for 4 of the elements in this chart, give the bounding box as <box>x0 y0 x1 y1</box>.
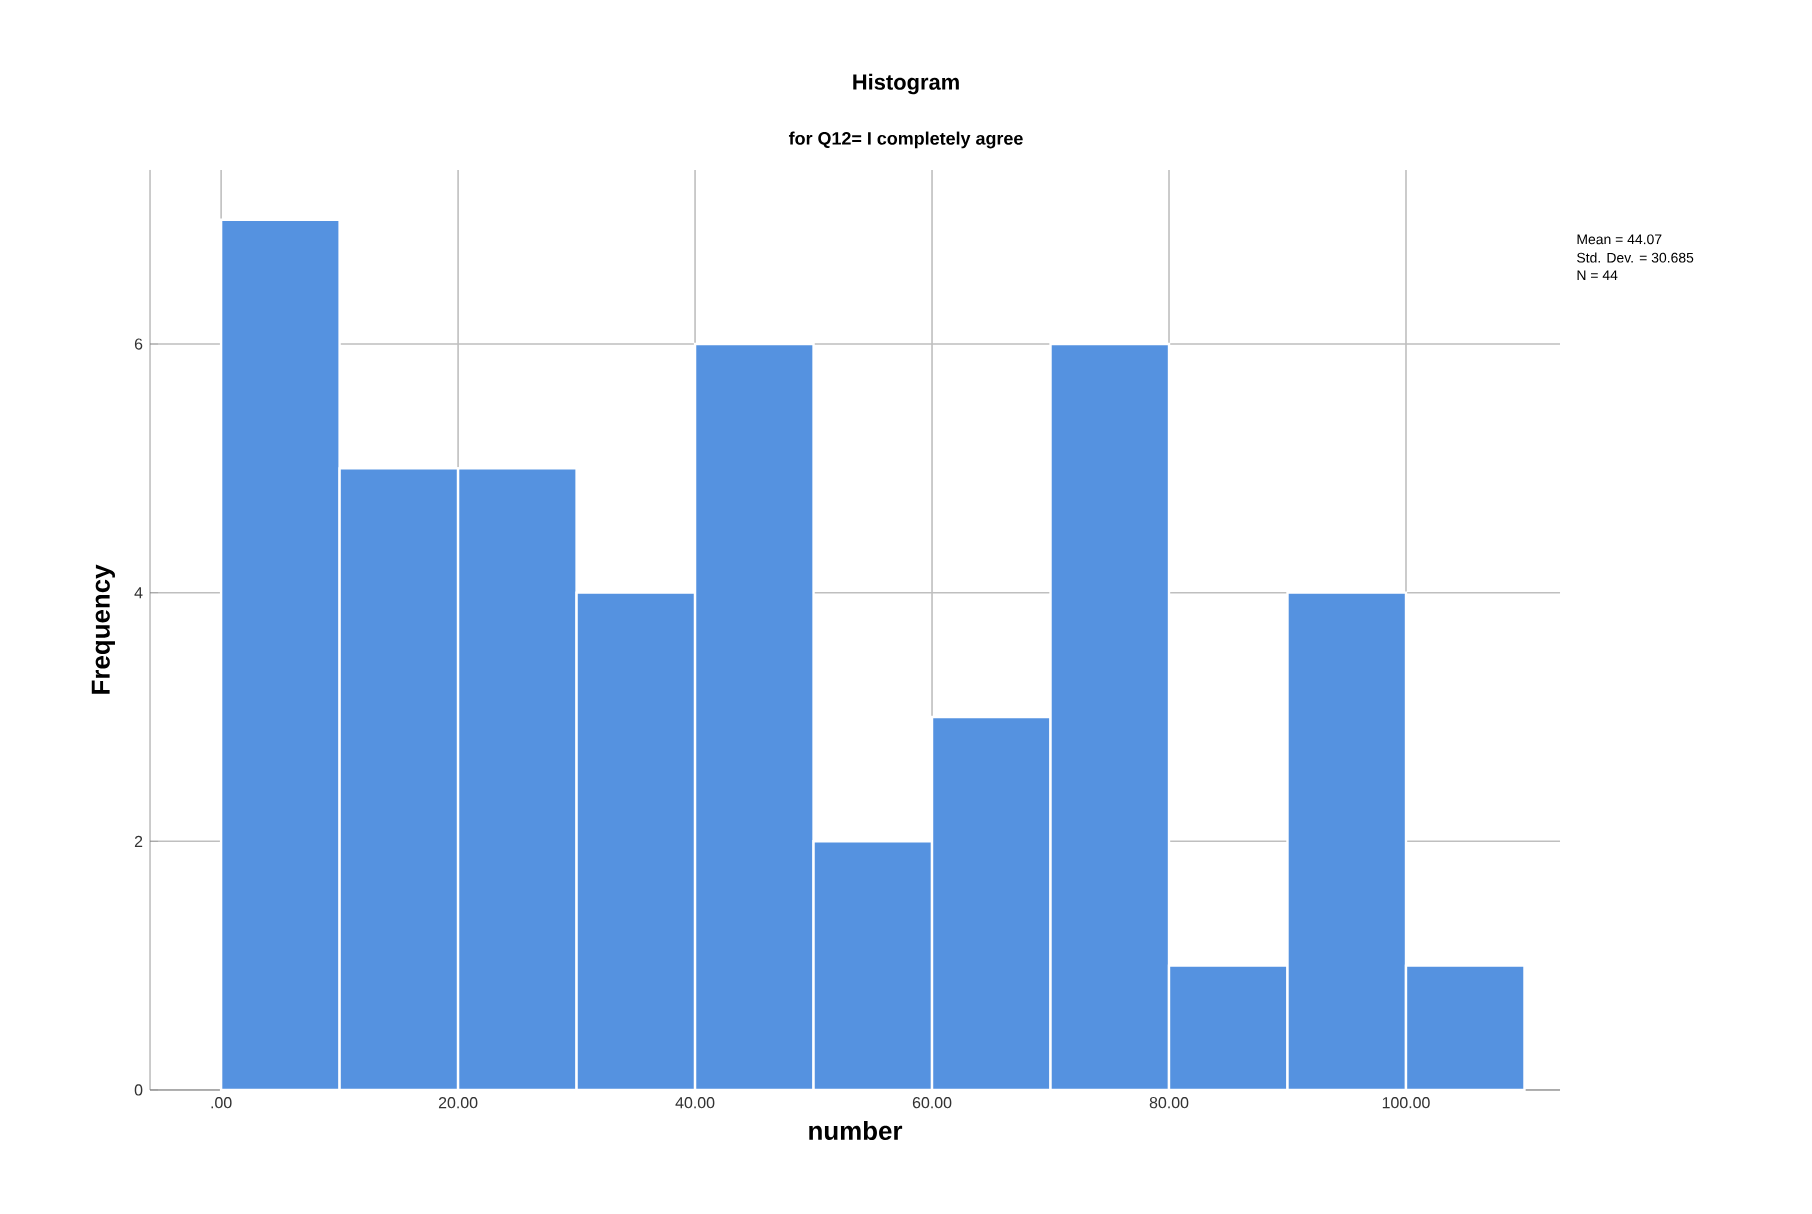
chart-subtitle: for Q12= I completely agree <box>788 131 1023 149</box>
chart-title: Histogram <box>853 73 959 95</box>
x-axis-title: number <box>809 1121 903 1141</box>
y-axis-title: Frequency <box>91 564 115 694</box>
